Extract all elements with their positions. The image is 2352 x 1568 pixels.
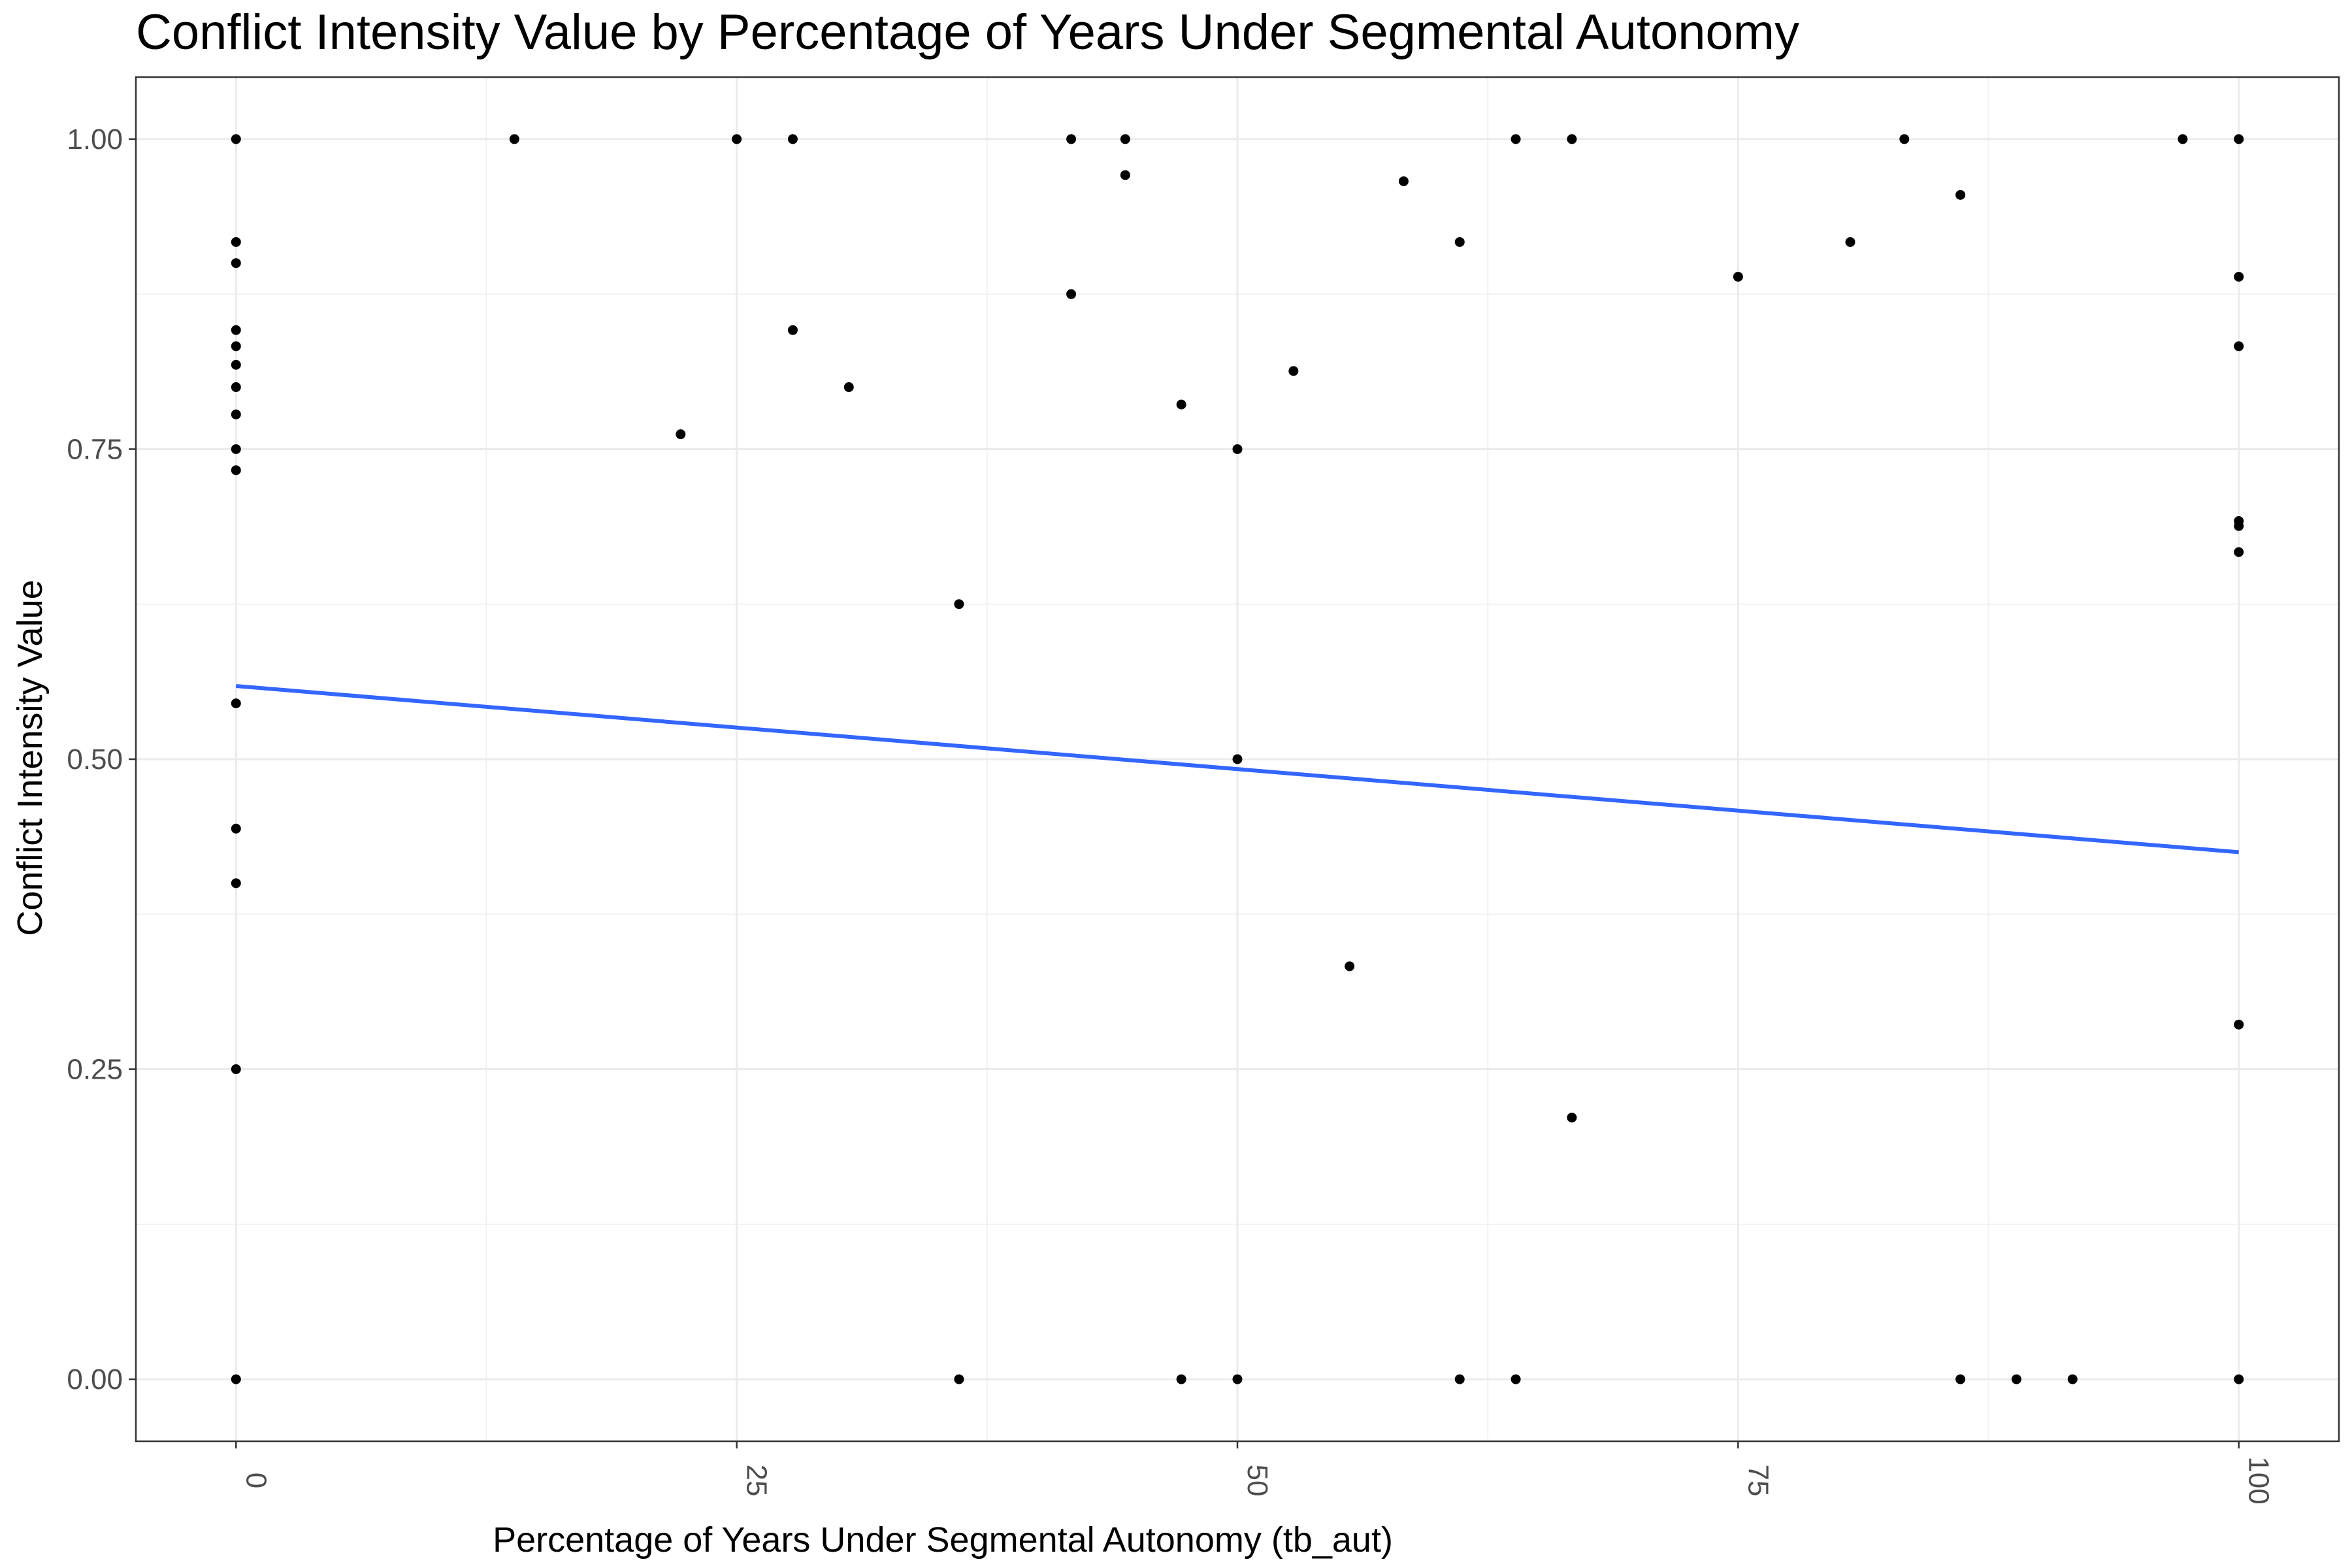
data-point <box>843 382 854 393</box>
data-point <box>2234 547 2244 557</box>
data-point <box>2234 341 2244 351</box>
data-point <box>787 325 798 335</box>
x-tick-label: 25 <box>741 1465 773 1497</box>
data-point <box>1176 1374 1186 1384</box>
data-point <box>954 1374 964 1384</box>
x-tick-label: 50 <box>1241 1465 1273 1497</box>
data-point <box>509 134 519 144</box>
chart-title: Conflict Intensity Value by Percentage o… <box>136 5 1800 60</box>
data-point <box>2178 134 2188 144</box>
data-point <box>1066 289 1077 299</box>
x-tick-label: 100 <box>2243 1456 2275 1504</box>
data-point <box>1955 1374 1966 1384</box>
data-point <box>1232 1374 1243 1384</box>
data-point <box>1733 272 1743 282</box>
y-axis-title: Conflict Intensity Value <box>10 580 50 936</box>
data-point <box>2234 272 2244 282</box>
data-point <box>1120 134 1130 144</box>
data-point <box>2234 521 2244 531</box>
data-points <box>231 134 2244 1384</box>
data-point <box>231 823 241 834</box>
data-point <box>231 134 241 144</box>
data-point <box>231 382 241 393</box>
data-point <box>1955 189 1966 200</box>
data-point <box>1066 134 1077 144</box>
data-point <box>231 359 241 370</box>
data-point <box>1176 399 1186 410</box>
data-point <box>231 409 241 419</box>
y-tick-label: 0.00 <box>67 1364 123 1396</box>
data-point <box>1398 176 1409 186</box>
data-point <box>1454 1374 1465 1384</box>
x-axis-ticks: 0 25 50 75 100 <box>235 1441 2275 1505</box>
data-point <box>1454 237 1465 247</box>
data-point <box>1899 134 1910 144</box>
data-point <box>954 599 964 610</box>
data-point <box>2234 1019 2244 1030</box>
trend-line-group <box>236 684 2239 855</box>
data-point <box>787 134 798 144</box>
data-point <box>231 878 241 889</box>
data-point <box>1345 961 1355 972</box>
y-tick-label: 0.75 <box>67 433 123 465</box>
data-point <box>231 325 241 335</box>
data-point <box>732 134 742 144</box>
data-point <box>1232 444 1243 454</box>
data-point <box>2011 1374 2021 1384</box>
data-point <box>1567 1113 1577 1123</box>
data-point <box>231 341 241 351</box>
data-point <box>1120 170 1130 180</box>
data-point <box>231 1064 241 1075</box>
trend-line <box>236 684 2239 855</box>
data-point <box>1511 134 1521 144</box>
x-axis-title: Percentage of Years Under Segmental Auto… <box>493 1520 1393 1560</box>
data-point <box>1511 1374 1521 1384</box>
data-point <box>676 429 686 440</box>
data-point <box>231 698 241 709</box>
data-point <box>231 1374 241 1384</box>
data-point <box>231 465 241 476</box>
y-tick-label: 1.00 <box>67 123 123 155</box>
data-point <box>231 258 241 269</box>
data-point <box>1288 366 1299 376</box>
data-point <box>1567 134 1577 144</box>
y-axis-ticks: 0.00 0.25 0.50 0.75 1.00 <box>67 123 136 1396</box>
data-point <box>2067 1374 2078 1384</box>
data-point <box>1845 237 1855 247</box>
y-tick-label: 0.25 <box>67 1054 123 1086</box>
x-tick-label: 0 <box>240 1473 272 1488</box>
data-point <box>231 444 241 454</box>
x-tick-label: 75 <box>1742 1465 1774 1497</box>
y-tick-label: 0.50 <box>67 743 123 776</box>
data-point <box>2234 1374 2244 1384</box>
data-point <box>231 237 241 247</box>
data-point <box>2234 134 2244 144</box>
data-point <box>1232 754 1243 764</box>
